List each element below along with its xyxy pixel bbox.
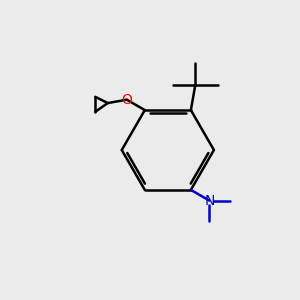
Text: O: O [121, 93, 132, 107]
Text: N: N [204, 194, 214, 208]
